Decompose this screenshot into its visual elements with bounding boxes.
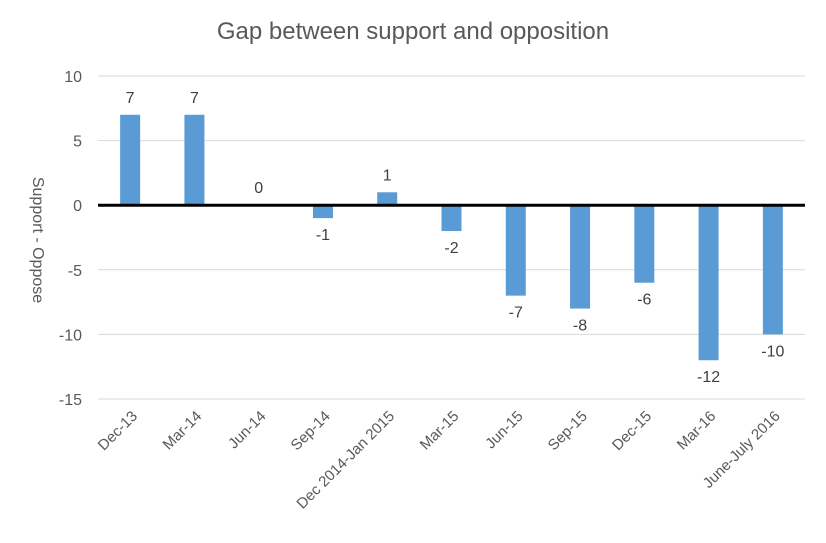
data-label: -8	[573, 318, 587, 335]
bar	[312, 205, 333, 219]
bar	[634, 205, 655, 283]
bar	[570, 205, 591, 309]
data-label: -2	[444, 240, 458, 257]
y-tick-label: -10	[59, 327, 82, 344]
y-axis-label: Support - Oppose	[29, 176, 46, 304]
x-tick-label: Mar-16	[674, 408, 720, 454]
x-tick-label: Dec-15	[609, 408, 655, 454]
x-tick-label: Sep-14	[288, 408, 334, 454]
y-tick-label: 5	[73, 134, 82, 151]
y-tick-label: -15	[59, 392, 82, 409]
x-tick-label: Dec-13	[95, 408, 141, 454]
x-tick-label: Jun-15	[482, 408, 526, 452]
bar	[120, 114, 141, 206]
data-label: 7	[190, 90, 199, 107]
chart-title: Gap between support and opposition	[216, 18, 610, 45]
x-tick-label: Mar-15	[417, 408, 463, 454]
bar	[441, 205, 462, 232]
data-label: -12	[697, 369, 720, 386]
x-tick-label: Jun-14	[225, 408, 269, 452]
bar	[377, 192, 398, 206]
data-label: -6	[637, 292, 651, 309]
data-label: 1	[383, 167, 392, 184]
bar	[505, 205, 526, 296]
x-tick-label: Sep-15	[545, 408, 591, 454]
data-label: -7	[509, 305, 523, 322]
y-tick-label: 0	[73, 198, 82, 215]
data-label: 7	[126, 90, 135, 107]
bar	[698, 205, 719, 361]
data-label: -10	[761, 343, 784, 360]
bar	[762, 205, 783, 335]
x-tick-label: Mar-14	[160, 408, 206, 454]
data-label: 0	[254, 180, 263, 197]
y-tick-label: 10	[64, 69, 82, 86]
data-label: -1	[316, 227, 330, 244]
bar	[184, 114, 205, 206]
y-tick-label: -5	[68, 263, 82, 280]
